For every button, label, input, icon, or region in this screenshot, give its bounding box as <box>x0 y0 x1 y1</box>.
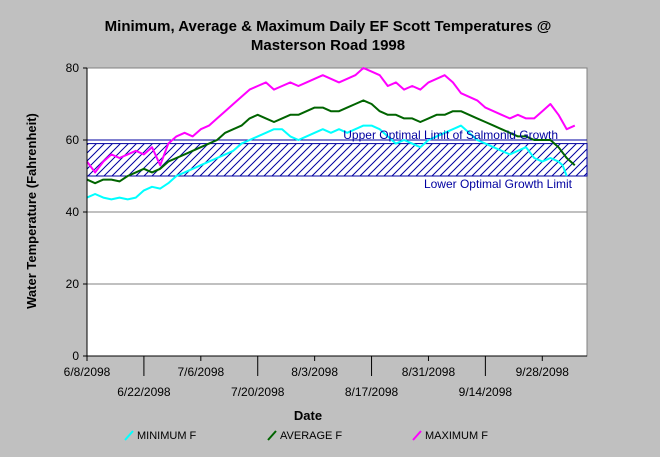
legend-item-average: AVERAGE F <box>267 430 342 442</box>
chart-title: Minimum, Average & Maximum Daily EF Scot… <box>105 18 552 35</box>
legend-item-minimum: MINIMUM F <box>124 430 197 442</box>
legend-label: AVERAGE F <box>280 430 342 442</box>
x-tick-label: 7/6/2098 <box>177 365 224 379</box>
legend-label: MAXIMUM F <box>425 430 488 442</box>
legend-label: MINIMUM F <box>137 430 197 442</box>
y-tick-label: 0 <box>72 349 79 363</box>
y-tick-label: 20 <box>66 277 80 291</box>
x-tick-label: 7/20/2098 <box>231 385 285 399</box>
chart-subtitle: Masterson Road 1998 <box>251 37 405 54</box>
legend: MINIMUM F AVERAGE F MAXIMUM F <box>124 430 488 442</box>
reference-label: Lower Optimal Growth Limit <box>424 177 573 191</box>
series-line-maximum <box>86 67 576 174</box>
reference-labels: Upper Optimal Limit of Salmonid Growth Lo… <box>343 128 572 191</box>
x-tick-label: 8/3/2098 <box>291 365 338 379</box>
series-lines <box>86 67 576 201</box>
y-tick-label: 80 <box>66 61 80 75</box>
legend-swatch <box>124 430 134 441</box>
x-tick-label: 6/8/2098 <box>64 365 111 379</box>
legend-swatch <box>412 430 422 441</box>
x-tick-label: 8/17/2098 <box>345 385 399 399</box>
y-axis-label: Water Temperature (Fahrenheit) <box>24 113 39 309</box>
reference-label: Upper Optimal Limit of Salmonid Growth <box>343 128 558 142</box>
x-tick-label: 8/31/2098 <box>402 365 456 379</box>
series-line-minimum <box>86 124 568 201</box>
series-line-average <box>86 99 576 185</box>
legend-item-maximum: MAXIMUM F <box>412 430 488 442</box>
x-tick-label: 9/14/2098 <box>459 385 513 399</box>
x-axis-label: Date <box>294 408 322 423</box>
x-tick-label: 9/28/2098 <box>516 365 570 379</box>
y-tick-label: 40 <box>66 205 80 219</box>
y-tick-label: 60 <box>66 133 80 147</box>
x-tick-label: 6/22/2098 <box>117 385 171 399</box>
legend-swatch <box>267 430 277 441</box>
x-axis: 6/8/2098 6/22/2098 7/6/2098 7/20/2098 8/3/20… <box>64 355 587 399</box>
y-axis: 0 20 40 60 80 <box>66 61 88 363</box>
